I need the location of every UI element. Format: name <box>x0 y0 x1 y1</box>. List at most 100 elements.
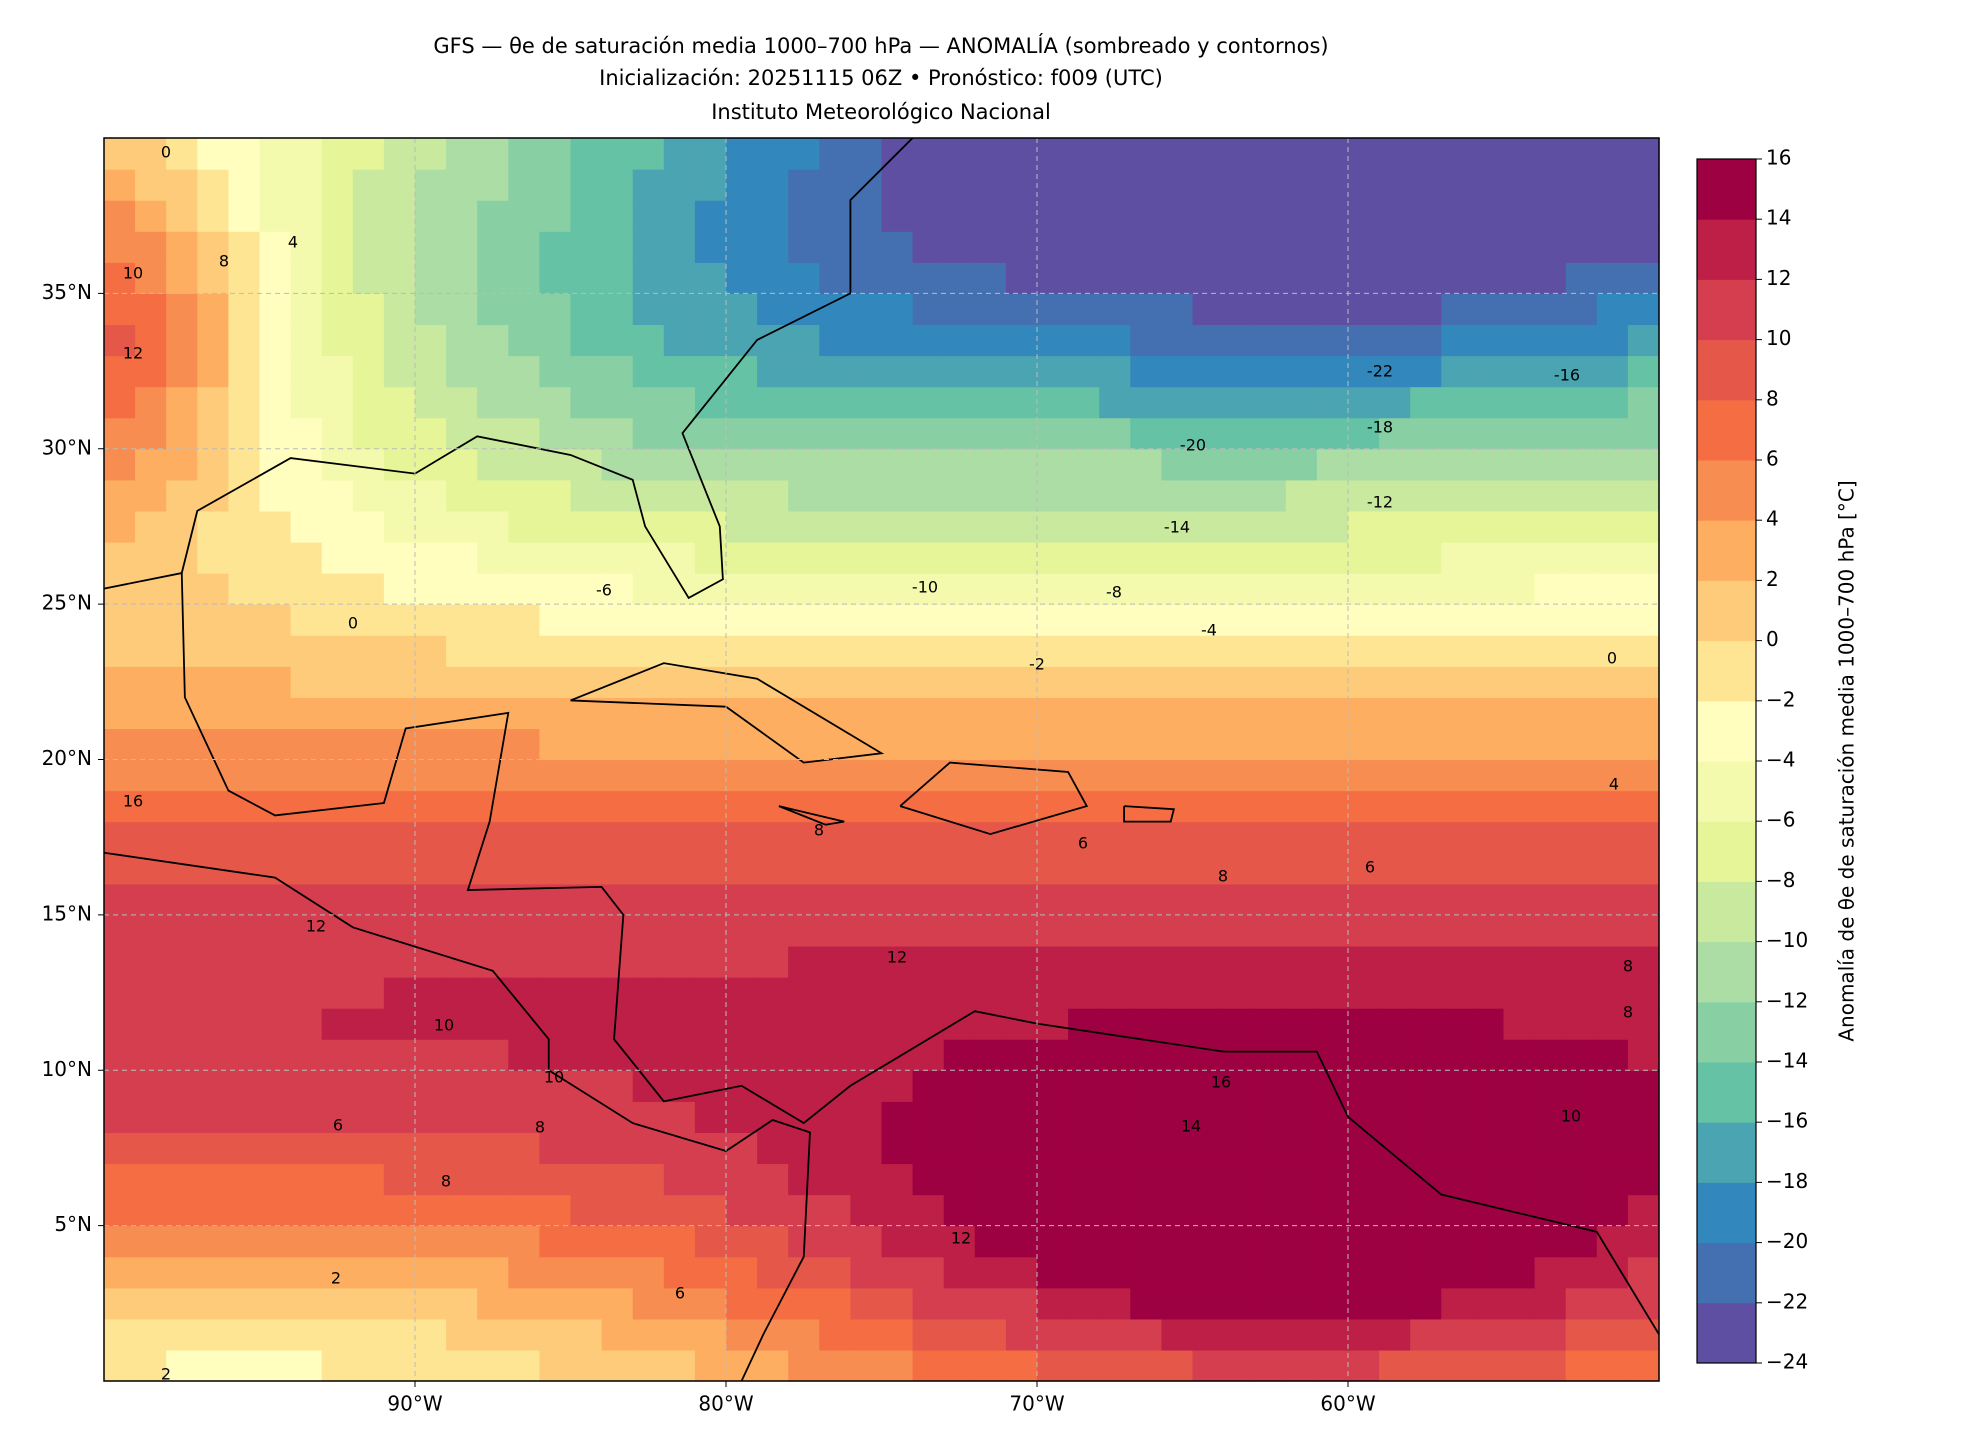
field-cell <box>601 1349 634 1382</box>
field-cell <box>1161 510 1194 543</box>
field-cell <box>539 1225 572 1258</box>
field-cell <box>912 386 945 419</box>
field-cell <box>1472 138 1505 170</box>
field-cell <box>1348 759 1380 792</box>
field-cell <box>539 914 572 947</box>
field-cell <box>1223 1039 1256 1071</box>
field-cell <box>1472 479 1505 512</box>
field-cell <box>415 728 447 761</box>
field-cell <box>508 1349 540 1382</box>
field-cell <box>694 1194 727 1227</box>
field-cell <box>290 790 323 823</box>
field-cell <box>228 324 261 357</box>
field-cell <box>166 914 198 947</box>
field-cell <box>259 635 292 667</box>
field-cell <box>788 914 820 947</box>
field-cell <box>601 1163 634 1196</box>
field-cell <box>290 728 323 761</box>
field-cell <box>1472 883 1505 916</box>
field-cell <box>1192 324 1225 357</box>
field-cell <box>1254 914 1287 947</box>
field-cell <box>663 1008 696 1040</box>
field-cell <box>1316 1194 1349 1227</box>
field-cell <box>352 169 385 201</box>
field-cell <box>446 1039 478 1071</box>
field-cell <box>1254 697 1287 730</box>
field-cell <box>1005 417 1038 450</box>
field-cell <box>912 1349 945 1382</box>
field-cell <box>1534 1039 1567 1071</box>
field-cell <box>694 852 727 885</box>
field-cell <box>757 1008 789 1040</box>
field-cell <box>1503 386 1536 419</box>
field-cell <box>1161 1070 1194 1102</box>
field-cell <box>383 852 416 885</box>
field-cell <box>1472 541 1505 574</box>
field-cell <box>974 914 1007 947</box>
field-cell <box>352 697 385 730</box>
field-cell <box>446 759 478 792</box>
field-cell <box>601 510 634 543</box>
colorbar-segment <box>1697 339 1756 401</box>
field-cell <box>1161 604 1194 636</box>
field-cell <box>1534 666 1567 698</box>
field-cell <box>881 479 914 512</box>
field-cell <box>290 417 323 450</box>
field-cell <box>1503 355 1536 388</box>
field-cell <box>1099 1194 1131 1227</box>
field-cell <box>1316 1318 1349 1351</box>
field-cell <box>1223 324 1256 357</box>
field-cell <box>881 1318 914 1351</box>
field-cell <box>912 821 945 854</box>
field-cell <box>1410 169 1442 201</box>
colorbar-segment <box>1697 279 1756 341</box>
field-cell <box>1037 479 1069 512</box>
field-cell <box>912 541 945 574</box>
field-cell <box>352 914 385 947</box>
field-cell <box>1627 541 1660 574</box>
field-cell <box>819 448 851 481</box>
field-cell <box>290 1101 323 1133</box>
field-cell <box>1627 510 1660 543</box>
field-cell <box>1565 1039 1598 1071</box>
field-cell <box>788 1132 820 1165</box>
field-cell <box>166 759 198 792</box>
field-cell <box>757 1256 789 1289</box>
field-cell <box>259 573 292 605</box>
field-cell <box>1099 945 1131 978</box>
field-cell <box>1037 1101 1069 1133</box>
field-cell <box>135 1039 167 1071</box>
field-cell <box>1565 852 1598 885</box>
field-cell <box>1285 604 1318 636</box>
field-cell <box>1316 1039 1349 1071</box>
field-cell <box>1410 262 1442 294</box>
field-cell <box>1192 697 1225 730</box>
field-cell <box>166 355 198 388</box>
field-cell <box>290 231 323 263</box>
field-cell <box>570 293 603 326</box>
field-cell <box>1472 324 1505 357</box>
field-cell <box>1316 945 1349 978</box>
field-cell <box>197 1318 229 1351</box>
field-cell <box>1192 790 1225 823</box>
field-cell <box>1348 1225 1380 1258</box>
field-cell <box>446 386 478 419</box>
field-cell <box>726 510 758 543</box>
field-cell <box>352 479 385 512</box>
field-cell <box>321 355 354 388</box>
field-cell <box>1410 759 1442 792</box>
field-cell <box>912 1225 945 1258</box>
field-cell <box>943 697 976 730</box>
field-cell <box>1099 479 1131 512</box>
field-cell <box>135 1163 167 1196</box>
field-cell <box>1596 666 1629 698</box>
field-cell <box>1037 355 1069 388</box>
field-cell <box>943 790 976 823</box>
field-cell <box>1099 852 1131 885</box>
field-cell <box>415 883 447 916</box>
field-cell <box>1379 728 1411 761</box>
contour-label: 16 <box>1211 1073 1231 1092</box>
field-cell <box>1565 324 1598 357</box>
contour-label: 8 <box>1623 1003 1633 1022</box>
field-cell <box>1285 200 1318 232</box>
